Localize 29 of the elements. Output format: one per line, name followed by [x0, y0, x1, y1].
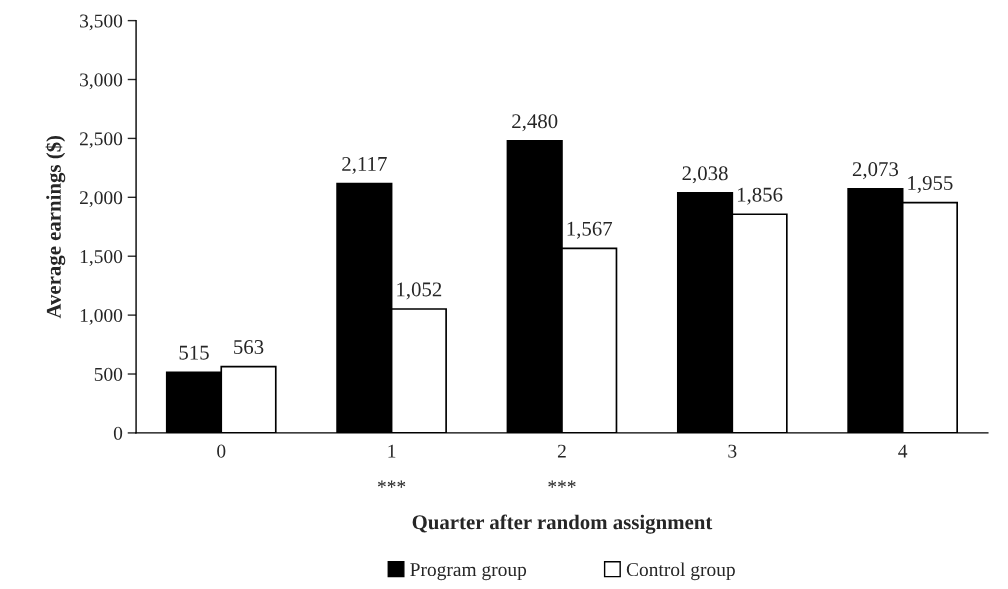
text: *** [548, 480, 576, 488]
y-axis-title: Average earnings ($) [45, 135, 66, 319]
y-tick-label: 3,500 [80, 14, 123, 31]
y-tick-label: 2,000 [79, 191, 123, 208]
data-label: 2,480 [512, 114, 558, 132]
data-label: 2,038 [682, 166, 728, 184]
x-tick-label: 3 [728, 444, 737, 458]
x-tick-label: 4 [898, 444, 908, 458]
x-tick-label: 2 [557, 444, 566, 458]
y-tick-label: 1,500 [80, 250, 123, 266]
y-tick-label: 500 [94, 367, 123, 381]
legend-label: Control group [626, 562, 735, 581]
y-tick-label: 2,500 [79, 132, 123, 149]
data-label: 1,052 [397, 282, 442, 300]
legend-label: Program group [410, 563, 527, 581]
y-tick-label: 0 [113, 426, 123, 440]
y-tick-label: 3,000 [80, 73, 123, 90]
data-label: 1,856 [737, 187, 783, 205]
x-axis-title: Quarter after random assignment [412, 514, 713, 534]
data-label: 1,955 [908, 176, 953, 194]
data-label: 563 [234, 340, 264, 355]
y-tick-label: 1,000 [80, 308, 123, 325]
data-label: 1,567 [567, 221, 613, 239]
x-tick-label: 1 [388, 444, 396, 458]
data-label: 2,117 [342, 156, 387, 174]
x-tick-label: 0 [217, 444, 226, 458]
data-label: 515 [179, 345, 209, 360]
data-label: 2,073 [852, 162, 899, 180]
text: *** [377, 480, 406, 488]
